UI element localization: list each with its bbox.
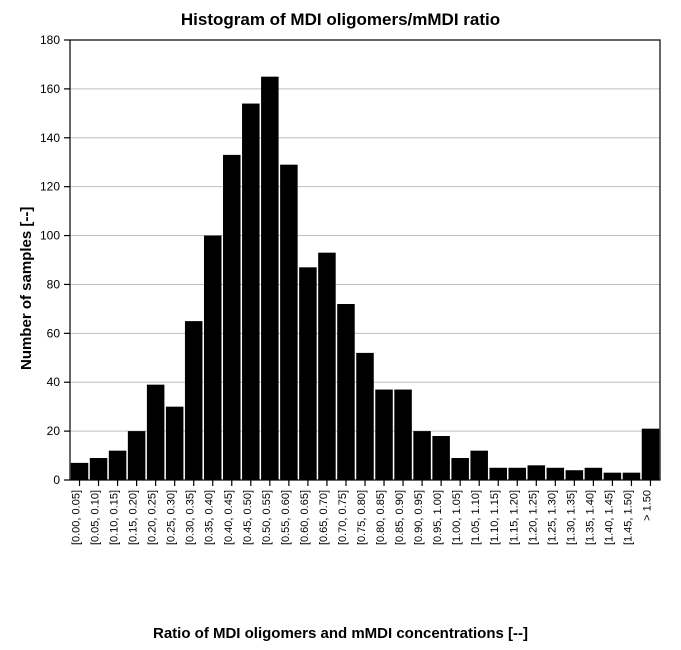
x-tick-label: [0.55, 0.60]: [280, 490, 292, 545]
x-tick-label: [0.45, 0.50]: [242, 490, 254, 545]
chart-container: Histogram of MDI oligomers/mMDI ratio Nu…: [0, 0, 681, 650]
x-tick-label: [0.40, 0.45]: [223, 490, 235, 545]
y-tick-label: 20: [47, 424, 61, 438]
x-tick-label: [1.00, 1.05]: [451, 490, 463, 545]
histogram-bar: [90, 458, 108, 480]
histogram-bar: [566, 470, 584, 480]
histogram-bar: [394, 390, 412, 480]
x-tick-label: [0.95, 1.00]: [432, 490, 444, 545]
y-tick-label: 160: [40, 82, 60, 96]
y-tick-label: 120: [40, 180, 60, 194]
histogram-bar: [318, 253, 336, 480]
histogram-bar: [242, 104, 260, 480]
x-tick-label: [0.00, 0.05]: [71, 490, 83, 545]
x-tick-label: [0.05, 0.10]: [90, 490, 102, 545]
x-tick-label: [1.40, 1.45]: [603, 490, 615, 545]
histogram-bar: [489, 468, 507, 480]
x-tick-label: [0.30, 0.35]: [185, 490, 197, 545]
x-tick-label: [0.75, 0.80]: [356, 490, 368, 545]
y-tick-label: 0: [53, 473, 60, 487]
histogram-bar: [547, 468, 565, 480]
x-tick-label: [1.35, 1.40]: [584, 490, 596, 545]
x-tick-label: > 1.50: [641, 490, 653, 521]
x-tick-label: [0.85, 0.90]: [394, 490, 406, 545]
x-tick-label: [1.10, 1.15]: [489, 490, 501, 545]
x-tick-label: [1.15, 1.20]: [508, 490, 520, 545]
x-tick-label: [1.05, 1.10]: [470, 490, 482, 545]
histogram-bar: [509, 468, 527, 480]
x-tick-label: [0.25, 0.30]: [166, 490, 178, 545]
histogram-bar: [356, 353, 374, 480]
histogram-bar: [451, 458, 469, 480]
histogram-bar: [375, 390, 393, 480]
x-tick-label: [0.35, 0.40]: [204, 490, 216, 545]
x-tick-label: [1.25, 1.30]: [546, 490, 558, 545]
histogram-bar: [71, 463, 89, 480]
histogram-bar: [280, 165, 298, 480]
histogram-bar: [299, 267, 317, 480]
x-tick-label: [0.20, 0.25]: [147, 490, 159, 545]
x-tick-label: [1.30, 1.35]: [565, 490, 577, 545]
histogram-bar: [528, 465, 546, 480]
histogram-bar: [432, 436, 450, 480]
histogram-bar: [109, 451, 127, 480]
x-tick-label: [1.45, 1.50]: [622, 490, 634, 545]
x-tick-label: [0.15, 0.20]: [128, 490, 140, 545]
histogram-bar: [623, 473, 641, 480]
y-tick-label: 100: [40, 229, 60, 243]
y-tick-label: 80: [47, 277, 61, 291]
histogram-bar: [585, 468, 603, 480]
y-tick-label: 60: [47, 326, 61, 340]
histogram-bar: [166, 407, 184, 480]
x-tick-label: [1.20, 1.25]: [527, 490, 539, 545]
x-tick-label: [0.10, 0.15]: [109, 490, 121, 545]
x-tick-label: [0.50, 0.55]: [261, 490, 273, 545]
histogram-bar: [147, 385, 165, 480]
x-tick-label: [0.80, 0.85]: [375, 490, 387, 545]
histogram-bar: [185, 321, 203, 480]
x-tick-label: [0.60, 0.65]: [299, 490, 311, 545]
histogram-bar: [413, 431, 431, 480]
histogram-bar: [223, 155, 241, 480]
y-tick-label: 140: [40, 131, 60, 145]
x-tick-label: [0.90, 0.95]: [413, 490, 425, 545]
chart-svg: 0 20 40 60 80 100 120 140 160 180 [0.00, 0.05] [0.0…: [0, 0, 681, 650]
histogram-bar: [337, 304, 355, 480]
y-tick-label: 40: [47, 375, 61, 389]
histogram-bar: [642, 429, 660, 480]
y-tick-label: 180: [40, 33, 60, 47]
histogram-bar: [204, 236, 222, 480]
x-tick-label: [0.65, 0.70]: [318, 490, 330, 545]
x-tick-label: [0.70, 0.75]: [337, 490, 349, 545]
histogram-bar: [261, 77, 279, 480]
histogram-bar: [128, 431, 146, 480]
histogram-bar: [604, 473, 622, 480]
histogram-bar: [470, 451, 488, 480]
